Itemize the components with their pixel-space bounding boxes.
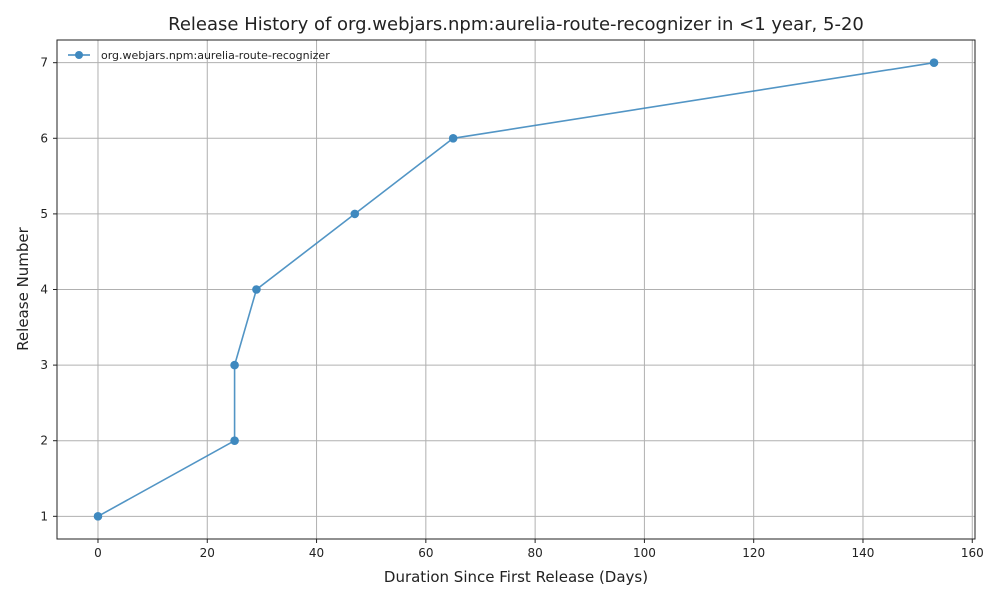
- x-tick-label: 80: [527, 546, 542, 560]
- y-tick-label: 6: [40, 131, 48, 145]
- data-point: [448, 133, 458, 143]
- y-tick-label: 4: [40, 283, 48, 297]
- plot-frame: [56, 39, 976, 540]
- x-tick-label: 100: [633, 546, 656, 560]
- y-axis-label: Release Number: [14, 226, 32, 350]
- data-point: [252, 285, 261, 294]
- x-tick-label: 160: [961, 546, 984, 560]
- y-tick-label: 3: [40, 358, 48, 372]
- series-layer: [93, 58, 939, 521]
- x-tick-label: 60: [418, 546, 433, 560]
- x-tick-label: 20: [200, 546, 215, 560]
- y-tick-label: 7: [40, 56, 48, 70]
- chart-title: Release History of org.webjars.npm:aurel…: [168, 14, 864, 35]
- y-tick-label: 5: [40, 207, 48, 221]
- data-point: [350, 209, 360, 219]
- y-tick-label: 1: [40, 509, 48, 523]
- legend-entry-label: org.webjars.npm:aurelia-route-recognizer: [101, 49, 330, 62]
- data-point: [93, 512, 103, 521]
- x-axis-label: Duration Since First Release (Days): [384, 568, 648, 586]
- data-point: [230, 436, 239, 446]
- data-point: [230, 360, 239, 370]
- x-tick-label: 140: [852, 546, 875, 560]
- x-tick-label: 120: [742, 546, 765, 560]
- data-point: [929, 58, 939, 67]
- axis-ticks: 0 20 40 60 80 100 120 140 160 1 2 3 4 5 6 7: [40, 56, 983, 560]
- x-tick-label: 0: [94, 546, 102, 560]
- x-tick-label: 40: [309, 546, 324, 560]
- legend-marker: [75, 51, 83, 59]
- grid-lines: [57, 40, 975, 539]
- legend: org.webjars.npm:aurelia-route-recognizer: [68, 49, 330, 62]
- y-tick-label: 2: [40, 434, 48, 448]
